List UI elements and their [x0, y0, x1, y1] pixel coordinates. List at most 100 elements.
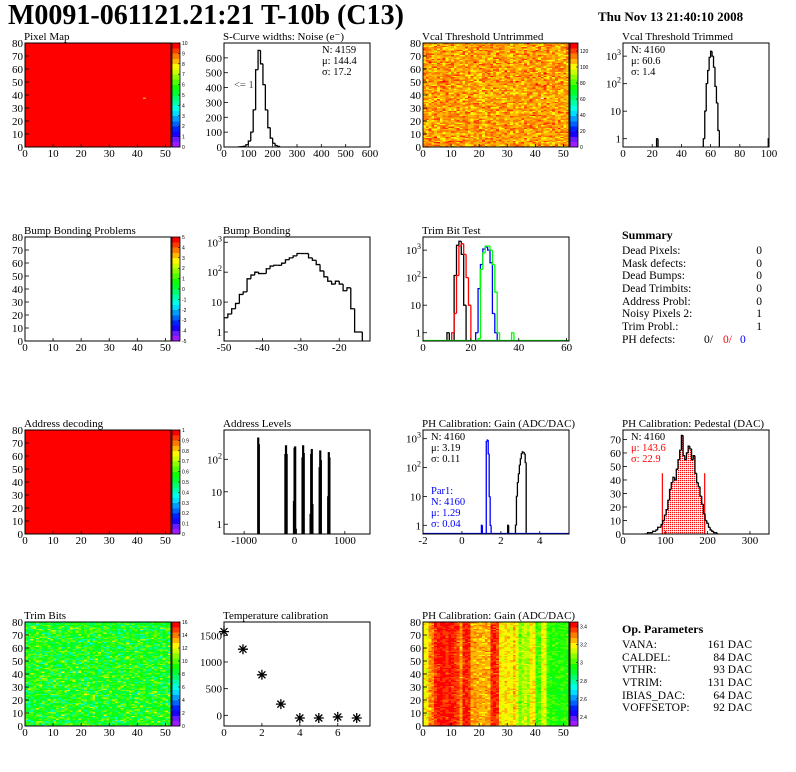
- heatmap-cell: [535, 131, 539, 133]
- heatmap-cell: [487, 79, 491, 81]
- heatmap-cell: [448, 59, 452, 62]
- heatmap-cell: [496, 96, 500, 98]
- heatmap-cell: [535, 110, 539, 113]
- heatmap-cell: [543, 91, 547, 93]
- heatmap-cell: [498, 127, 502, 130]
- heatmap-cell: [566, 123, 569, 126]
- heatmap-cell: [459, 93, 463, 96]
- heatmap-cell: [423, 84, 427, 87]
- heatmap-cell: [451, 124, 455, 127]
- heatmap-cell: [493, 44, 497, 46]
- heatmap-cell: [451, 72, 455, 75]
- heatmap-cell: [543, 54, 547, 57]
- heatmap-cell: [529, 74, 533, 76]
- heatmap-cell: [554, 141, 559, 144]
- heatmap-cell: [566, 117, 569, 119]
- heatmap-cell: [529, 102, 533, 105]
- colorbar-step: [172, 325, 180, 331]
- heatmap-cell: [518, 54, 522, 57]
- heatmap-cell: [456, 70, 460, 72]
- heatmap-cell: [459, 79, 463, 81]
- colorbar-step: [172, 309, 180, 316]
- heatmap-cell: [484, 110, 488, 113]
- heatmap-cell: [462, 128, 466, 131]
- heatmap-cell: [465, 124, 469, 127]
- heatmap-cell: [490, 101, 494, 104]
- heatmap-cell: [560, 57, 564, 59]
- heatmap-cell: [515, 61, 519, 63]
- heatmap-cell: [560, 56, 564, 58]
- heatmap-cell: [538, 132, 542, 135]
- heatmap-cell: [557, 78, 561, 80]
- heatmap-cell: [428, 117, 432, 119]
- heatmap-cell: [524, 119, 528, 122]
- heatmap-cell: [563, 80, 567, 83]
- heatmap-cell: [439, 110, 443, 113]
- heatmap-cell: [501, 74, 505, 76]
- heatmap-cell: [448, 100, 452, 102]
- heatmap-cell: [510, 70, 514, 72]
- heatmap-cell: [437, 50, 441, 53]
- heatmap-cell: [459, 69, 463, 71]
- heatmap-cell: [512, 111, 516, 114]
- heatmap-cell: [425, 80, 429, 83]
- heatmap-cell: [496, 119, 500, 122]
- heatmap-cell: [535, 96, 539, 98]
- heatmap-cell: [496, 70, 500, 72]
- heatmap-cell: [518, 62, 522, 65]
- heatmap-cell: [459, 109, 463, 111]
- heatmap-cell: [507, 127, 511, 130]
- heatmap-cell: [490, 118, 494, 120]
- heatmap-cell: [552, 111, 556, 114]
- heatmap-cell: [563, 127, 567, 130]
- heatmap-cell: [490, 84, 494, 87]
- heatmap-cell: [451, 123, 455, 126]
- heatmap-cell: [442, 127, 446, 130]
- heatmap-cell: [439, 141, 443, 144]
- heatmap-cell: [431, 66, 435, 68]
- heatmap-cell: [423, 74, 427, 76]
- heatmap-cell: [470, 144, 474, 146]
- heatmap-cell: [459, 118, 463, 120]
- heatmap-cell: [428, 88, 432, 91]
- heatmap-cell: [529, 114, 533, 117]
- heatmap-cell: [515, 108, 519, 110]
- heatmap-cell: [552, 130, 556, 132]
- hist-bin: [488, 453, 491, 498]
- heatmap-cell: [484, 57, 488, 59]
- heatmap-cell: [470, 83, 474, 85]
- heatmap-cell: [543, 115, 547, 118]
- heatmap-cell: [456, 88, 460, 91]
- heatmap-cell: [524, 143, 528, 145]
- tick-label: 1: [217, 519, 223, 531]
- heatmap-cell: [453, 115, 457, 118]
- heatmap-cell: [456, 63, 460, 66]
- heatmap-cell: [439, 113, 443, 115]
- heatmap-cell: [549, 131, 553, 133]
- heatmap-cell: [563, 63, 567, 66]
- heatmap-cell: [498, 124, 502, 127]
- hist-bin: [525, 462, 528, 534]
- heatmap-cell: [481, 50, 486, 53]
- heatmap-cell: [532, 127, 536, 130]
- heatmap-cell: [532, 124, 536, 127]
- heatmap-cell: [563, 74, 567, 76]
- heatmap-cell: [484, 119, 488, 122]
- heatmap-cell: [479, 71, 483, 74]
- heatmap-cell: [467, 78, 472, 80]
- heatmap-cell: [563, 66, 567, 68]
- heatmap-cell: [518, 97, 522, 100]
- heatmap-cell: [434, 123, 438, 126]
- heatmap-cell: [507, 145, 511, 147]
- heatmap-cell: [453, 65, 457, 67]
- heatmap-cell: [490, 67, 494, 70]
- heatmap-cell: [510, 115, 514, 118]
- tick-label: 50: [12, 271, 24, 283]
- heatmap-cell: [437, 95, 441, 97]
- heatmap-cell: [560, 130, 564, 132]
- heatmap-cell: [532, 102, 536, 105]
- heatmap-cell: [439, 97, 443, 100]
- heatmap-cell: [526, 67, 530, 70]
- heatmap-cell: [557, 131, 561, 133]
- heatmap-cell: [549, 78, 553, 80]
